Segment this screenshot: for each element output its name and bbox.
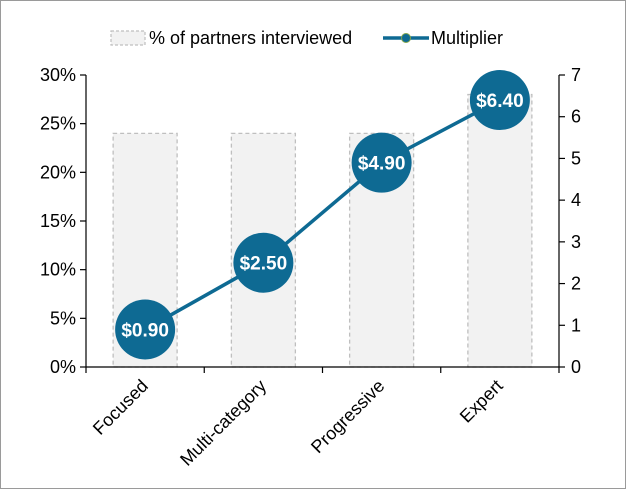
legend: % of partners interviewed Multiplier: [110, 28, 503, 48]
category-label: Focused: [89, 376, 152, 439]
multiplier-point: [351, 132, 412, 193]
multiplier-data-label: $6.40: [476, 91, 524, 112]
y-right-tick-label: 5: [571, 148, 581, 168]
y-right-tick-label: 7: [571, 65, 581, 85]
bar-expert: [467, 93, 533, 368]
line-series: $0.90 $2.50 $4.90 $6.40: [115, 70, 530, 360]
legend-line-label: Multiplier: [431, 28, 503, 48]
y-left-tick-label: 0%: [50, 357, 76, 377]
y-left-tick-label: 10%: [40, 260, 76, 280]
y-right-tick-label: 3: [571, 232, 581, 252]
legend-bar-swatch: [110, 30, 146, 46]
multiplier-point: [233, 232, 294, 293]
multiplier-point: [115, 299, 176, 360]
category-axis-labels: Focused Multi-category Progressive Expert: [89, 376, 507, 470]
multiplier-line: [144, 98, 501, 331]
y-right-tick-label: 6: [571, 107, 581, 127]
y-left-tick-label: 20%: [40, 162, 76, 182]
category-label: Multi-category: [176, 376, 270, 470]
multiplier-data-label: $4.90: [358, 154, 406, 175]
axes: 0% 5% 10% 15% 20% 25% 30% 0 1 2 3 4 5 6 7: [40, 65, 581, 377]
y-right-tick-label: 1: [571, 315, 581, 335]
multiplier-data-label: $0.90: [121, 320, 169, 341]
y-left-tick-label: 25%: [40, 114, 76, 134]
y-right-tick-label: 4: [571, 190, 581, 210]
legend-bar-label: % of partners interviewed: [149, 28, 352, 48]
y-left-tick-label: 5%: [50, 308, 76, 328]
y-right-tick-label: 0: [571, 357, 581, 377]
category-label: Expert: [456, 376, 507, 427]
multiplier-data-label: $2.50: [240, 254, 288, 275]
y-right-tick-label: 2: [571, 274, 581, 294]
y-left-tick-label: 15%: [40, 211, 76, 231]
y-left-tick-label: 30%: [40, 65, 76, 85]
category-label: Progressive: [307, 376, 388, 457]
bar-series: [112, 93, 533, 368]
multiplier-point: [469, 70, 530, 131]
legend-line-marker: [401, 33, 411, 43]
